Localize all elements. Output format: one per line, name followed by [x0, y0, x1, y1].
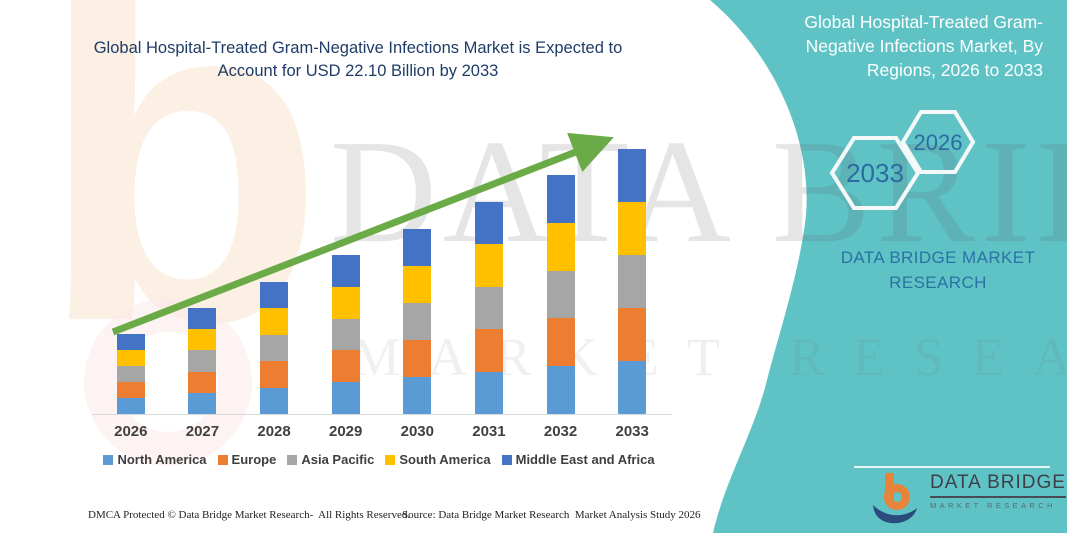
chart-title: Global Hospital-Treated Gram-Negative In… — [93, 39, 623, 80]
bar-segment-north-america — [403, 376, 432, 414]
bar-segment-middle-east-and-africa — [546, 175, 575, 223]
bar-segment-north-america — [188, 392, 217, 414]
bar-segment-europe — [618, 308, 647, 361]
legend-item-europe: Europe — [217, 452, 277, 467]
bar-segment-middle-east-and-africa — [116, 334, 145, 350]
logo-tagline: MARKET RESEARCH — [930, 501, 1056, 510]
bar-2029 — [310, 148, 382, 414]
bar-2033 — [596, 148, 668, 414]
bar-2027 — [167, 148, 239, 414]
bar-stack-2028 — [260, 281, 289, 414]
bar-segment-europe — [546, 318, 575, 367]
legend-item-asia-pacific: Asia Pacific — [287, 452, 374, 467]
bar-segment-south-america — [474, 244, 503, 287]
legend-swatch — [287, 454, 298, 465]
x-label-2032: 2032 — [543, 423, 578, 440]
footer-dmca: DMCA Protected © Data Bridge Market Rese… — [88, 509, 411, 521]
bar-segment-middle-east-and-africa — [618, 149, 647, 202]
bar-segment-south-america — [116, 350, 145, 366]
bar-segment-north-america — [260, 387, 289, 414]
legend-label: Europe — [231, 452, 277, 467]
bar-stack-2026 — [116, 334, 145, 414]
bar-segment-north-america — [116, 398, 145, 414]
bar-segment-asia-pacific — [403, 302, 432, 340]
legend-label: South America — [399, 452, 491, 467]
bar-segment-north-america — [618, 361, 647, 414]
bar-2026 — [95, 148, 167, 414]
legend-swatch — [103, 454, 114, 465]
x-label-2028: 2028 — [257, 423, 291, 440]
bar-segment-north-america — [474, 371, 503, 414]
bar-segment-europe — [474, 329, 503, 372]
bar-segment-middle-east-and-africa — [474, 201, 503, 244]
x-label-2030: 2030 — [400, 423, 434, 440]
bar-segment-middle-east-and-africa — [260, 281, 289, 308]
x-label-2029: 2029 — [329, 423, 363, 440]
bar-segment-europe — [260, 361, 289, 388]
legend: North America Europe Asia Pacific South Ame… — [83, 452, 675, 467]
x-axis-line — [92, 414, 672, 415]
legend-item-south-america: South America — [385, 452, 491, 467]
bar-2032 — [525, 148, 597, 414]
x-label-2026: 2026 — [114, 423, 148, 440]
plot-area — [95, 148, 668, 414]
bar-segment-asia-pacific — [188, 350, 217, 372]
bar-segment-asia-pacific — [116, 366, 145, 382]
bar-segment-europe — [403, 339, 432, 377]
bar-segment-south-america — [260, 308, 289, 335]
bar-segment-north-america — [546, 366, 575, 414]
bar-2031 — [453, 148, 525, 414]
bar-segment-south-america — [546, 222, 575, 271]
bar-segment-south-america — [618, 202, 647, 255]
panel-heading: Global Hospital-Treated Gram-Negative In… — [804, 12, 1043, 80]
bar-stack-2030 — [403, 228, 432, 414]
databridge-logo-icon — [873, 473, 917, 524]
panel-brand-text: DATA BRIDGE MARKET RESEARCH — [840, 248, 1036, 292]
bar-segment-south-america — [188, 329, 217, 351]
legend-swatch — [217, 454, 228, 465]
x-label-2027: 2027 — [185, 423, 220, 440]
bar-segment-north-america — [331, 382, 360, 414]
bar-2028 — [238, 148, 310, 414]
legend-label: Middle East and Africa — [515, 452, 655, 467]
bar-stack-2031 — [474, 201, 503, 414]
x-label-2033: 2033 — [615, 423, 649, 440]
legend-item-north-america: North America — [103, 452, 207, 467]
footer-source: Source: Data Bridge Market Research Mark… — [402, 509, 701, 521]
bar-segment-middle-east-and-africa — [331, 255, 360, 287]
databridge-logo: DATA BRIDGE MARKET RESEARCH — [869, 472, 1066, 524]
bar-segment-europe — [188, 371, 217, 393]
bar-stack-2029 — [331, 255, 360, 414]
legend-label: North America — [117, 452, 207, 467]
logo-name: DATA BRIDGE — [930, 472, 1066, 498]
x-axis-labels: 2026 2027 2028 2029 2030 2031 2032 2033 — [95, 423, 668, 440]
bar-segment-middle-east-and-africa — [188, 308, 217, 330]
legend-item-middle-east-and-africa: Middle East and Africa — [501, 452, 655, 467]
x-label-2031: 2031 — [472, 423, 506, 440]
bar-segment-asia-pacific — [546, 270, 575, 319]
bar-segment-south-america — [403, 265, 432, 303]
bar-stack-2027 — [188, 308, 217, 414]
bar-segment-asia-pacific — [331, 318, 360, 351]
legend-swatch — [501, 454, 512, 465]
bar-segment-europe — [331, 350, 360, 383]
bar-segment-asia-pacific — [474, 286, 503, 329]
legend-swatch — [385, 454, 396, 465]
bar-segment-middle-east-and-africa — [403, 228, 432, 266]
bar-segment-asia-pacific — [260, 334, 289, 361]
bar-segment-south-america — [331, 286, 360, 319]
bar-segment-europe — [116, 382, 145, 398]
legend-label: Asia Pacific — [301, 452, 375, 467]
bar-stack-2032 — [546, 175, 575, 414]
bar-2030 — [382, 148, 454, 414]
bar-stack-2033 — [618, 149, 647, 414]
bar-segment-asia-pacific — [618, 255, 647, 308]
